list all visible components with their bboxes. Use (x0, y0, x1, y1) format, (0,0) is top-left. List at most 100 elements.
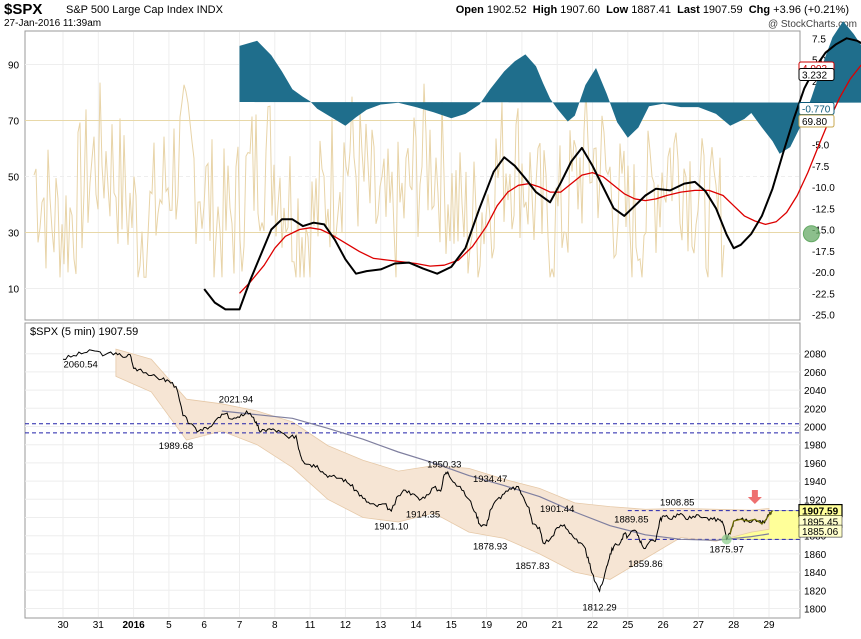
indicator-value-badge (798, 102, 835, 116)
ohlc-chg-value: +3.96 (+0.21%) (773, 4, 849, 16)
x-axis-tick-label: 19 (481, 620, 493, 631)
indicator-value-badge (798, 68, 835, 82)
price-axis-tick-label: 1960 (804, 459, 827, 470)
indicator-value-badge-label: 69.80 (802, 117, 827, 128)
price-axis-tick-label: 2040 (804, 386, 827, 397)
indicator-value-badge-label: 3.232 (802, 71, 827, 82)
right-axis-tick-label: -20.0 (812, 268, 835, 279)
price-line (62, 349, 773, 593)
left-axis-tick-label: 10 (8, 285, 20, 296)
x-axis-tick-label: 28 (728, 620, 740, 631)
ohlc-last-value: 1907.59 (702, 4, 743, 16)
price-annotation: 1857.83 (515, 561, 549, 572)
price-annotation: 1901.44 (540, 504, 574, 515)
price-axis-tick-label: 2020 (804, 404, 827, 415)
ohlc-open-label: Open (455, 4, 484, 16)
right-axis-tick-label: -25.0 (812, 311, 835, 322)
price-annotation: 1989.68 (159, 441, 193, 452)
signal-line (239, 64, 861, 294)
right-axis-tick-label: -7.5 (812, 162, 830, 173)
right-axis-tick-label: 7.5 (812, 34, 826, 45)
left-axis-tick-label: 70 (8, 117, 20, 128)
x-axis-tick-label: 22 (587, 620, 599, 631)
fast-line (203, 37, 861, 311)
low-marker (721, 534, 732, 545)
x-axis-tick-label: 20 (516, 620, 528, 631)
price-axis-tick-label: 1860 (804, 550, 827, 561)
x-axis-tick-label: 14 (410, 620, 422, 631)
x-axis-tick-label: 25 (622, 620, 634, 631)
bollinger-band (115, 348, 770, 580)
x-axis-tick-label: 8 (272, 620, 278, 631)
moving-average-line (221, 410, 770, 541)
price-axis-tick-label: 2000 (804, 423, 827, 434)
indicator-value-badge-label: -0.770 (802, 105, 831, 116)
crossover-marker (802, 225, 820, 243)
price-annotation: 2060.54 (63, 359, 97, 370)
x-axis-tick-label: 11 (305, 620, 316, 631)
x-axis-tick-label: 7 (237, 620, 243, 631)
symbol: $SPX (4, 1, 43, 18)
price-annotation: 1859.86 (628, 559, 662, 570)
price-annotation: 2021.94 (219, 395, 253, 406)
chart-header: $SPX S&P 500 Large Cap Index INDX 27-Jan… (0, 0, 861, 34)
price-value-badge-label: 1907.59 (802, 507, 839, 518)
price-annotation: 1950.33 (427, 460, 461, 471)
indicator-value-badge (798, 114, 835, 128)
rsi-line (33, 82, 725, 278)
price-value-badge-label: 1895.45 (802, 518, 839, 529)
right-axis-tick-label: -15.0 (812, 226, 835, 237)
price-annotation: 1901.10 (374, 521, 408, 532)
right-axis-tick-label: -10.0 (812, 183, 835, 194)
price-annotation: 1878.93 (473, 542, 507, 553)
right-axis-tick-label: -22.5 (812, 289, 835, 300)
price-annotation: 1875.97 (709, 544, 743, 555)
left-axis-tick-label: 50 (8, 173, 20, 184)
x-axis-tick-label: 13 (375, 620, 387, 631)
left-axis-tick-label: 90 (8, 61, 20, 72)
ohlc-high-label: High (532, 4, 558, 16)
x-axis-tick-label: 5 (166, 620, 172, 631)
price-annotation: 1812.29 (582, 602, 616, 613)
price-axis-tick-label: 1980 (804, 441, 827, 452)
x-axis-tick-label: 6 (201, 620, 207, 631)
ohlc-readout: Open 1902.52 High 1907.60 Low 1887.41 La… (456, 4, 849, 16)
price-axis-tick-label: 1800 (804, 605, 827, 616)
price-value-badge (798, 524, 843, 538)
ohlc-low-label: Low (606, 4, 629, 16)
right-axis-tick-label: -12.5 (812, 204, 835, 215)
price-annotation: 1908.85 (660, 497, 694, 508)
ohlc-open-value: 1902.52 (486, 4, 527, 16)
price-axis-tick-label: 1920 (804, 495, 827, 506)
x-axis-tick-label: 21 (552, 620, 564, 631)
left-axis-tick-label: 30 (8, 229, 20, 240)
credit: @ StockCharts.com (767, 19, 857, 30)
price-panel-title: $SPX (5 min) 1907.59 (30, 326, 138, 338)
price-axis-tick-label: 1840 (804, 568, 827, 579)
x-axis-tick-label: 29 (763, 620, 775, 631)
x-axis-tick-label: 15 (446, 620, 458, 631)
x-axis-tick-label: 26 (658, 620, 670, 631)
x-axis-tick-label: 12 (340, 620, 352, 631)
x-axis-tick-label: 2016 (122, 620, 145, 631)
ohlc-chg-label: Chg (748, 4, 771, 16)
price-axis-tick-label: 1820 (804, 586, 827, 597)
down-arrow-icon (747, 490, 762, 505)
price-annotation: 1934.47 (473, 474, 507, 485)
price-axis-tick-label: 2060 (804, 368, 827, 379)
index-name: S&P 500 Large Cap Index INDX (66, 4, 223, 16)
price-axis-tick-label: 2080 (804, 350, 827, 361)
ohlc-high-value: 1907.60 (560, 4, 601, 16)
price-value-badge-label: 1885.06 (802, 527, 839, 538)
recent-price-segment (729, 510, 773, 535)
ohlc-low-value: 1887.41 (631, 4, 671, 16)
price-axis-tick-label: 1940 (804, 477, 827, 488)
price-annotation: 1889.85 (614, 515, 648, 526)
x-axis-tick-label: 27 (693, 620, 705, 631)
ohlc-last-label: Last (677, 4, 700, 16)
x-axis-tick-label: 31 (93, 620, 105, 631)
right-axis-tick-label: -17.5 (812, 247, 835, 258)
price-annotation: 1914.35 (406, 509, 440, 520)
right-axis-tick-label: -5.0 (812, 141, 830, 152)
